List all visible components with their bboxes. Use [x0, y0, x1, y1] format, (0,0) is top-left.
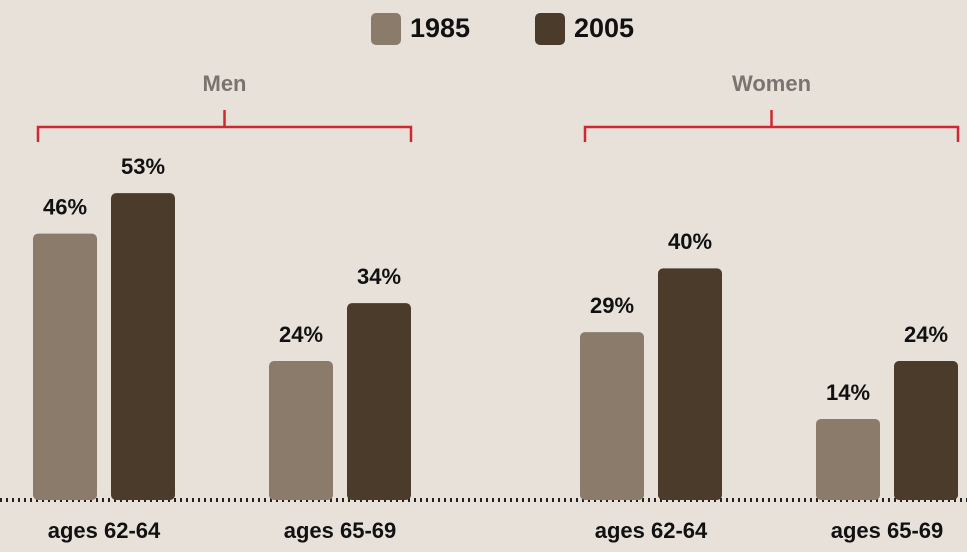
category-label: ages 62-64: [48, 518, 161, 543]
legend-label: 2005: [574, 13, 634, 43]
bar: [658, 268, 722, 500]
value-label: 46%: [43, 194, 87, 219]
value-label: 34%: [357, 264, 401, 289]
bar: [33, 233, 97, 500]
group-label: Men: [203, 71, 247, 96]
category-label: ages 65-69: [284, 518, 397, 543]
value-label: 24%: [904, 322, 948, 347]
bar: [580, 332, 644, 500]
group-label: Women: [732, 71, 811, 96]
bar: [111, 193, 175, 500]
legend-swatch: [371, 13, 401, 45]
value-label: 40%: [668, 229, 712, 254]
legend-swatch: [535, 13, 565, 45]
value-label: 24%: [279, 322, 323, 347]
bar: [269, 361, 333, 500]
category-label: ages 65-69: [831, 518, 944, 543]
group-bracket: [36, 110, 413, 142]
value-label: 14%: [826, 380, 870, 405]
value-label: 53%: [121, 154, 165, 179]
category-label: ages 62-64: [595, 518, 708, 543]
value-label: 29%: [590, 293, 634, 318]
group-bracket: [583, 110, 960, 142]
bar: [816, 418, 880, 500]
bar: [347, 303, 411, 500]
legend-label: 1985: [410, 13, 470, 43]
bar: [894, 361, 958, 500]
